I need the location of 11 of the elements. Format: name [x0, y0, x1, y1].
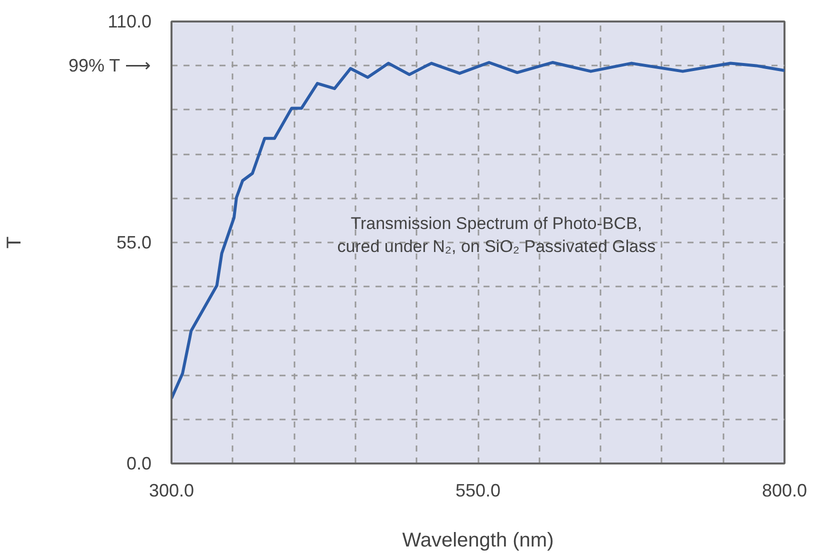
- y-tick-label: 55.0: [116, 232, 152, 252]
- x-tick-label: 300.0: [148, 480, 194, 500]
- x-axis-title: Wavelength (nm): [402, 530, 554, 552]
- x-tick-label: 800.0: [762, 480, 808, 500]
- x-tick-label: 550.0: [455, 480, 501, 500]
- y-axis-title: T: [3, 236, 26, 249]
- y-tick-label: 0.0: [126, 454, 152, 474]
- y-tick-label: 99% T ⟶: [68, 56, 151, 76]
- annotation: Transmission Spectrum of Photo-BCB, cured under N₂, on SiO₂ Passivated Glass: [337, 214, 656, 256]
- y-tick-label: 110.0: [108, 12, 152, 32]
- line-series: [172, 60, 784, 400]
